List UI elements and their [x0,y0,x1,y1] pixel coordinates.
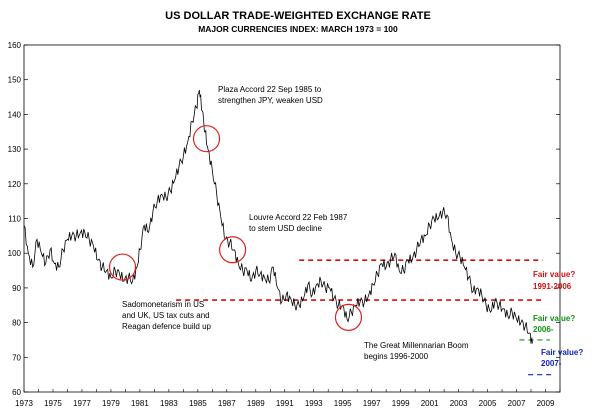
highlight-circle [192,125,221,153]
x-tick-label: 1973 [15,399,33,408]
millennarian-annotation: The Great Millennarian Boom begins 1996-… [364,341,471,361]
plaza-annotation: Plaza Accord 22 Sep 1985 to strengthen J… [218,85,323,105]
fair-value-label-line: Fair value? [533,314,575,323]
fair-value-label-line: 2006- [533,325,554,334]
fair-value-label-1991: Fair value? 1991-2006 [533,270,577,291]
millennarian-annotation-line: The Great Millennarian Boom [364,341,469,350]
millennarian-annotation-line: begins 1996-2000 [364,352,429,361]
highlight-circles [108,125,363,331]
x-tick-label: 1985 [189,399,207,408]
x-tick-label: 1981 [131,399,149,408]
x-tick-label: 1987 [218,399,236,408]
y-tick-label: 100 [8,249,22,258]
x-tick-label: 1993 [305,399,323,408]
y-tick-label: 90 [12,284,21,293]
x-tick-label: 1977 [73,399,91,408]
fair-value-label-line: 2007- [541,359,562,368]
x-tick-label: 1997 [363,399,381,408]
x-tick-label: 2001 [421,399,439,408]
y-tick-label: 60 [12,388,21,397]
x-tick-label: 2005 [479,399,497,408]
series-layer [23,90,533,344]
y-tick-label: 70 [12,353,21,362]
chart-subtitle: MAJOR CURRENCIES INDEX: MARCH 1973 = 100 [198,24,398,34]
x-tick-label: 2003 [450,399,468,408]
fair-value-label-line: 1991-2006 [533,282,572,291]
x-tick-label: 2009 [537,399,555,408]
fair-value-label-line: Fair value? [541,348,583,357]
axes: 60 70 80 90 100 110 120 130 140 150 160 1973 1975 197… [8,41,561,408]
fair-value-lines [176,259,553,376]
y-tick-label: 130 [8,145,22,154]
y-tick-label: 150 [8,76,22,85]
series-line [23,90,533,344]
y-tick-label: 110 [8,215,21,224]
highlight-circle [108,253,137,281]
highlight-circle [334,303,363,331]
y-tick-label: 120 [8,180,22,189]
x-tick-label: 1995 [334,399,352,408]
x-tick-label: 1983 [160,399,178,408]
louvre-annotation-line: to stem USD decline [249,224,322,233]
louvre-annotation: Louvre Accord 22 Feb 1987 to stem USD de… [249,213,350,233]
sadomonetarism-annotation: Sadomonetarism in US and UK, US tax cuts… [122,300,212,331]
fair-value-label-line: Fair value? [533,270,575,279]
x-tick-label: 1991 [276,399,294,408]
fair-value-label-2006: Fair value? 2006- [533,314,577,334]
plaza-annotation-line: Plaza Accord 22 Sep 1985 to [218,85,322,94]
x-tick-label: 1989 [247,399,265,408]
x-tick-label: 1979 [102,399,120,408]
y-tick-label: 140 [8,110,22,119]
plaza-annotation-line: strengthen JPY, weaken USD [218,96,323,105]
x-tick-label: 1999 [392,399,410,408]
sadomonetarism-annotation-line: and UK, US tax cuts and [122,311,210,320]
louvre-annotation-line: Louvre Accord 22 Feb 1987 [249,213,348,222]
fair-value-label-2007: Fair value? 2007- [541,348,585,368]
x-tick-label: 2007 [508,399,526,408]
y-tick-label: 160 [8,41,22,50]
highlight-circle [219,236,247,264]
chart-title: US DOLLAR TRADE-WEIGHTED EXCHANGE RATE [165,10,431,22]
sadomonetarism-annotation-line: Reagan defence build up [122,322,212,331]
x-tick-label: 1975 [44,399,62,408]
sadomonetarism-annotation-line: Sadomonetarism in US [122,300,204,309]
y-tick-label: 80 [12,319,21,328]
